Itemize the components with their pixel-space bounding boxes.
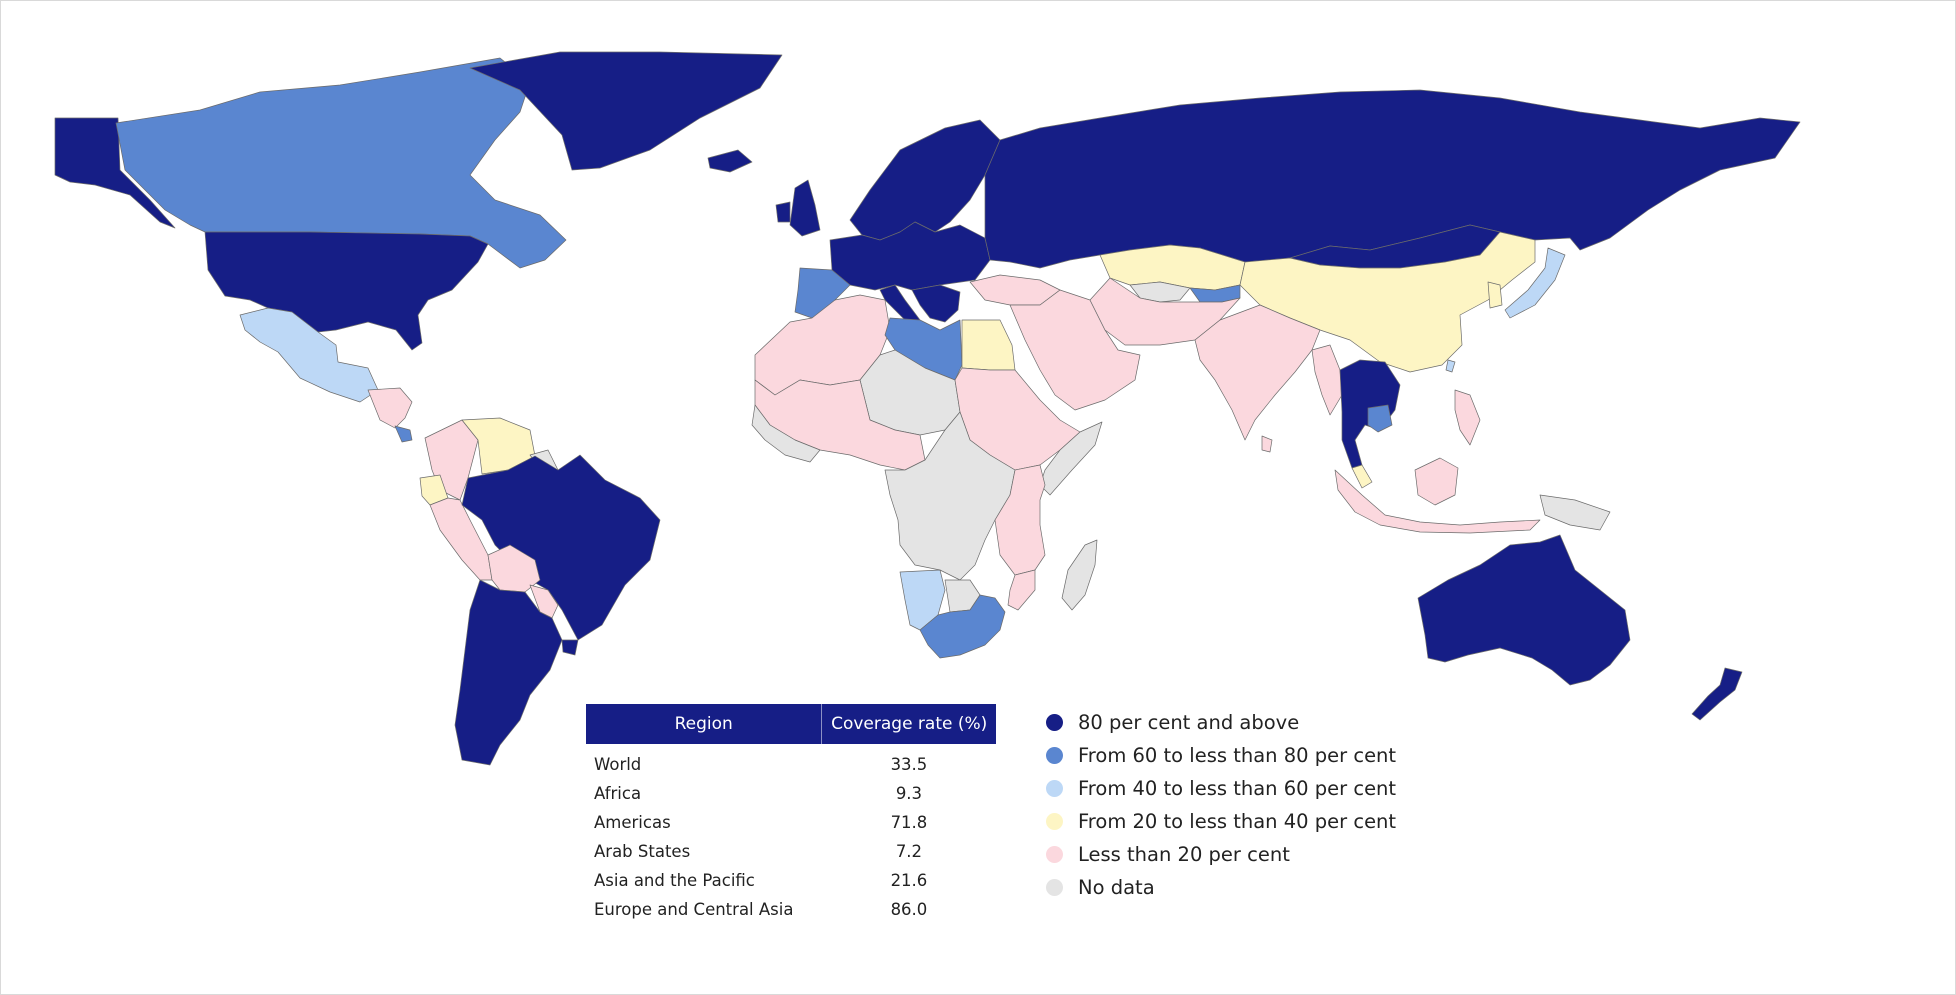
country-india[interactable] bbox=[1194, 304, 1321, 441]
country-greenland[interactable] bbox=[469, 51, 783, 171]
legend-item: Less than 20 per cent bbox=[1046, 838, 1396, 871]
country-united-states[interactable] bbox=[204, 231, 489, 351]
legend-swatch-60-80 bbox=[1046, 747, 1063, 764]
table-row: Africa 9.3 bbox=[586, 779, 996, 808]
country-balkans[interactable] bbox=[911, 284, 961, 323]
table-row: Arab States 7.2 bbox=[586, 837, 996, 866]
country-west-africa-coast[interactable] bbox=[751, 404, 821, 463]
country-madagascar[interactable] bbox=[1061, 539, 1098, 611]
country-uruguay[interactable] bbox=[561, 639, 579, 656]
legend-item: From 20 to less than 40 per cent bbox=[1046, 805, 1396, 838]
country-taiwan[interactable] bbox=[1445, 359, 1456, 373]
table-cell-region: Asia and the Pacific bbox=[594, 871, 755, 890]
country-sri-lanka[interactable] bbox=[1261, 435, 1273, 453]
table-cell-region: World bbox=[594, 755, 642, 774]
country-indonesia[interactable] bbox=[1334, 469, 1541, 534]
table-cell-rate: 33.5 bbox=[890, 755, 928, 774]
legend-swatch-under-20 bbox=[1046, 846, 1063, 863]
country-myanmar[interactable] bbox=[1311, 344, 1343, 416]
legend-label: 80 per cent and above bbox=[1078, 711, 1300, 734]
legend-label: From 40 to less than 60 per cent bbox=[1078, 777, 1397, 800]
country-mozambique[interactable] bbox=[1007, 569, 1036, 611]
country-japan[interactable] bbox=[1504, 247, 1566, 319]
map-legend: 80 per cent and above From 60 to less th… bbox=[1046, 706, 1396, 904]
country-russia[interactable] bbox=[984, 89, 1801, 269]
legend-label: Less than 20 per cent bbox=[1078, 843, 1290, 866]
country-ireland[interactable] bbox=[775, 201, 791, 223]
legend-item: 80 per cent and above bbox=[1046, 706, 1396, 739]
legend-label: From 20 to less than 40 per cent bbox=[1078, 810, 1397, 833]
country-east-africa[interactable] bbox=[994, 464, 1046, 576]
country-canada[interactable] bbox=[115, 57, 567, 269]
country-south-africa[interactable] bbox=[919, 594, 1006, 659]
legend-swatch-40-60 bbox=[1046, 780, 1063, 797]
legend-swatch-20-40 bbox=[1046, 813, 1063, 830]
country-egypt[interactable] bbox=[961, 319, 1016, 371]
legend-label: From 60 to less than 80 per cent bbox=[1078, 744, 1397, 767]
header-region: Region bbox=[586, 704, 823, 744]
table-cell-region: Europe and Central Asia bbox=[594, 900, 794, 919]
country-papua-new-guinea[interactable] bbox=[1539, 494, 1611, 531]
table-cell-region: Americas bbox=[594, 813, 671, 832]
legend-item: From 40 to less than 60 per cent bbox=[1046, 772, 1396, 805]
legend-item: No data bbox=[1046, 871, 1396, 904]
coverage-table: Region Coverage rate (%) World 33.5 Afri… bbox=[586, 704, 996, 924]
country-paraguay[interactable] bbox=[529, 584, 559, 619]
table-cell-region: Africa bbox=[594, 784, 642, 803]
table-row: Europe and Central Asia 86.0 bbox=[586, 895, 996, 924]
country-central-america[interactable] bbox=[367, 387, 413, 429]
table-cell-rate: 86.0 bbox=[890, 900, 928, 919]
legend-item: From 60 to less than 80 per cent bbox=[1046, 739, 1396, 772]
country-costa-rica[interactable] bbox=[394, 425, 413, 443]
country-china[interactable] bbox=[1239, 231, 1536, 373]
country-middle-east[interactable] bbox=[1009, 289, 1141, 411]
table-row: Americas 71.8 bbox=[586, 808, 996, 837]
country-borneo[interactable] bbox=[1414, 457, 1459, 506]
table-cell-rate: 21.6 bbox=[890, 871, 928, 890]
country-new-zealand[interactable] bbox=[1691, 667, 1743, 721]
country-korea[interactable] bbox=[1487, 281, 1503, 309]
country-philippines[interactable] bbox=[1454, 389, 1481, 446]
country-malaysia[interactable] bbox=[1351, 464, 1373, 489]
country-europe[interactable] bbox=[829, 221, 991, 291]
country-cambodia[interactable] bbox=[1367, 404, 1393, 433]
country-scandinavia[interactable] bbox=[849, 119, 1001, 241]
legend-label: No data bbox=[1078, 876, 1155, 899]
country-iceland[interactable] bbox=[707, 149, 753, 173]
country-australia[interactable] bbox=[1417, 534, 1631, 686]
table-cell-region: Arab States bbox=[594, 842, 691, 861]
country-somalia[interactable] bbox=[1039, 421, 1103, 496]
legend-swatch-no-data bbox=[1046, 879, 1063, 896]
country-alaska[interactable] bbox=[54, 117, 176, 229]
country-libya[interactable] bbox=[884, 317, 963, 381]
country-united-kingdom[interactable] bbox=[789, 179, 821, 237]
table-cell-rate: 71.8 bbox=[890, 813, 928, 832]
table-cell-rate: 9.3 bbox=[895, 784, 923, 803]
table-row: World 33.5 bbox=[586, 744, 996, 779]
legend-swatch-80-plus bbox=[1046, 714, 1063, 731]
table-row: Asia and the Pacific 21.6 bbox=[586, 866, 996, 895]
table-cell-rate: 7.2 bbox=[895, 842, 923, 861]
country-iran-afghanistan[interactable] bbox=[1089, 277, 1241, 346]
country-argentina-chile[interactable] bbox=[454, 579, 563, 766]
header-coverage-rate: Coverage rate (%) bbox=[821, 704, 996, 744]
country-brazil[interactable] bbox=[461, 454, 661, 641]
table-header-row: Region Coverage rate (%) bbox=[586, 704, 996, 744]
